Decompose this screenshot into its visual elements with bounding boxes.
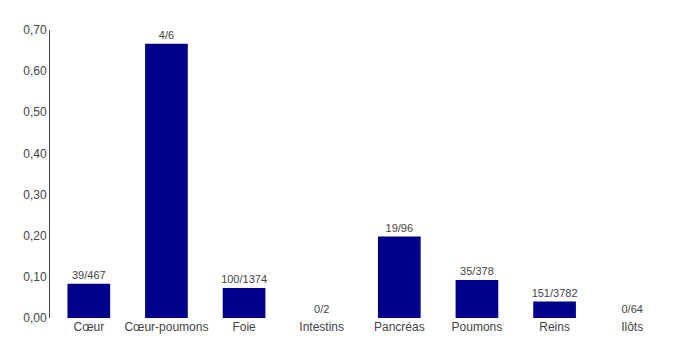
svg-text:Pancréas: Pancréas — [374, 320, 425, 334]
svg-text:4/6: 4/6 — [159, 29, 174, 41]
svg-text:0/64: 0/64 — [621, 303, 642, 315]
svg-text:0,50: 0,50 — [23, 105, 47, 119]
svg-text:0,30: 0,30 — [23, 188, 47, 202]
svg-text:0/2: 0/2 — [314, 303, 329, 315]
svg-text:39/467: 39/467 — [72, 269, 106, 281]
svg-text:19/96: 19/96 — [386, 222, 414, 234]
svg-text:Reins: Reins — [539, 320, 570, 334]
svg-text:35/378: 35/378 — [460, 265, 494, 277]
svg-text:0,60: 0,60 — [23, 64, 47, 78]
svg-text:0,40: 0,40 — [23, 147, 47, 161]
svg-text:Cœur-poumons: Cœur-poumons — [124, 320, 208, 334]
svg-text:Ilôts: Ilôts — [621, 320, 643, 334]
svg-text:Intestins: Intestins — [299, 320, 344, 334]
svg-text:151/3782: 151/3782 — [532, 287, 578, 299]
svg-text:Foie: Foie — [232, 320, 256, 334]
svg-text:0,20: 0,20 — [23, 229, 47, 243]
svg-text:0,00: 0,00 — [23, 311, 47, 325]
svg-text:100/1374: 100/1374 — [221, 273, 267, 285]
svg-text:0,10: 0,10 — [23, 270, 47, 284]
svg-text:0,70: 0,70 — [23, 23, 47, 37]
svg-text:Cœur: Cœur — [73, 320, 104, 334]
svg-text:Poumons: Poumons — [452, 320, 503, 334]
